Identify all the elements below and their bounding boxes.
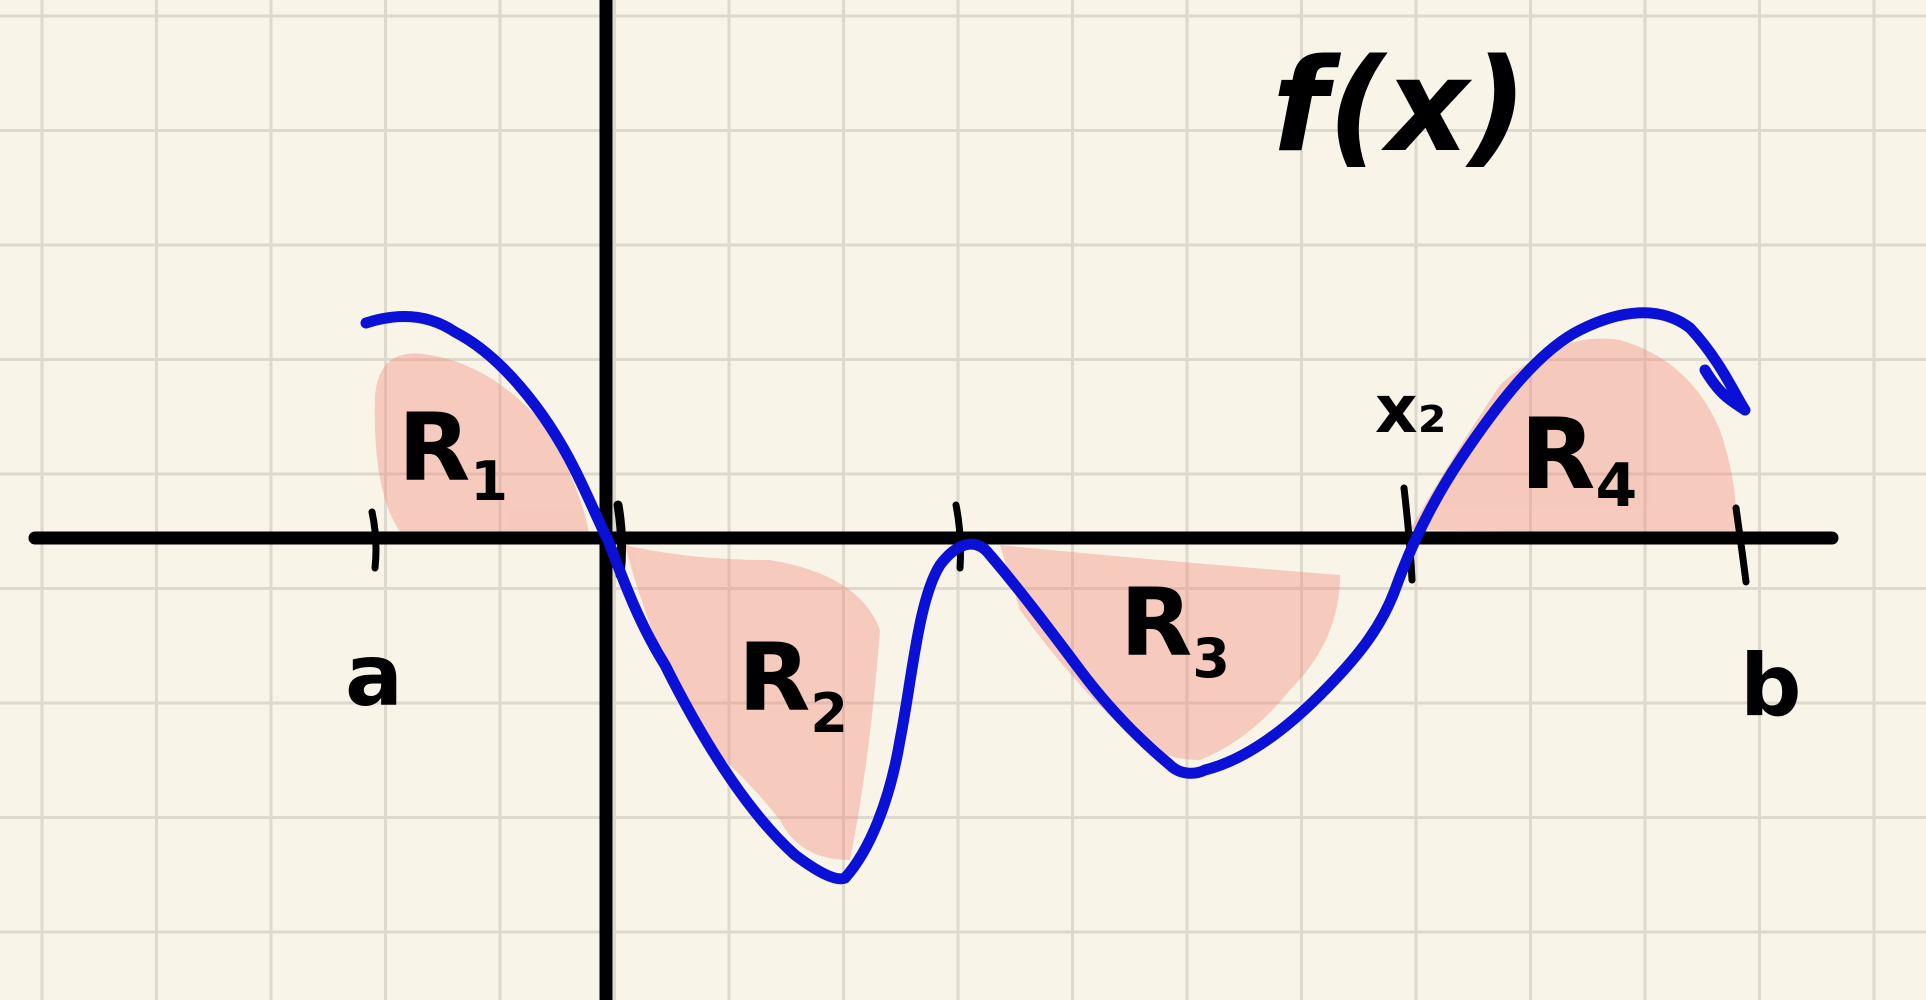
region-r4-dense-spot	[1525, 375, 1635, 485]
region-label-r2: R2	[738, 624, 848, 745]
region-r3-subscript: 3	[1192, 627, 1230, 690]
label-b: b	[1740, 636, 1802, 736]
label-a: a	[345, 626, 403, 726]
function-title: f(x)	[1272, 32, 1527, 181]
region-r2-shade	[625, 545, 880, 860]
tick-a	[368, 508, 380, 572]
function-curve	[360, 307, 1751, 885]
region-r1-subscript: 1	[470, 450, 508, 513]
region-r3-shade	[1000, 545, 1340, 760]
region-r1-letter: R	[398, 394, 470, 503]
tick-x2	[1400, 484, 1416, 584]
region-r3-letter: R	[1120, 569, 1192, 678]
shaded-regions	[374, 338, 1736, 860]
tick-mid	[952, 501, 964, 572]
label-x2: x₂	[1375, 371, 1446, 448]
region-r1-shade	[374, 353, 590, 538]
region-r2-subscript: 2	[810, 682, 848, 745]
region-r4-letter: R	[1520, 398, 1595, 512]
region-label-r3: R3	[1120, 569, 1230, 690]
region-r4-shade	[1410, 338, 1736, 535]
region-label-r1: R1	[398, 394, 508, 513]
region-r2-letter: R	[738, 624, 810, 733]
tick-b	[1732, 504, 1750, 586]
region-r4-subscript: 4	[1595, 451, 1637, 521]
region-label-r4: R4	[1520, 398, 1637, 521]
